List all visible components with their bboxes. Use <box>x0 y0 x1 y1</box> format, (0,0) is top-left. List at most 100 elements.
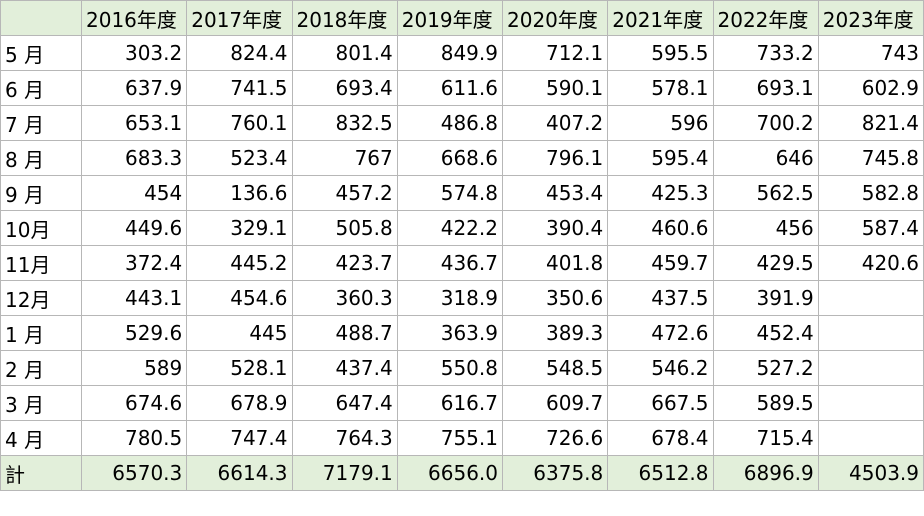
total-cell[interactable]: 6614.3 <box>186 455 293 491</box>
value-cell[interactable] <box>817 350 924 386</box>
value-cell[interactable]: 505.8 <box>291 210 398 246</box>
month-cell[interactable]: 10月 <box>0 210 82 246</box>
month-cell[interactable]: 9 月 <box>0 175 82 211</box>
value-cell[interactable]: 486.8 <box>396 105 504 141</box>
value-cell[interactable]: 436.7 <box>396 245 504 281</box>
header-cell[interactable]: 2017年度 <box>186 0 293 36</box>
total-cell[interactable]: 6570.3 <box>80 455 188 491</box>
value-cell[interactable]: 596 <box>607 105 714 141</box>
value-cell[interactable]: 589 <box>80 350 188 386</box>
value-cell[interactable]: 529.6 <box>80 315 188 351</box>
value-cell[interactable]: 445 <box>186 315 293 351</box>
value-cell[interactable]: 488.7 <box>291 315 398 351</box>
value-cell[interactable] <box>817 315 924 351</box>
month-cell[interactable]: 2 月 <box>0 350 82 386</box>
value-cell[interactable]: 454.6 <box>186 280 293 316</box>
value-cell[interactable]: 423.7 <box>291 245 398 281</box>
value-cell[interactable]: 715.4 <box>712 420 819 456</box>
value-cell[interactable]: 548.5 <box>501 350 609 386</box>
value-cell[interactable]: 743 <box>817 35 924 71</box>
total-cell[interactable]: 4503.9 <box>817 455 924 491</box>
value-cell[interactable]: 667.5 <box>607 385 714 421</box>
value-cell[interactable]: 562.5 <box>712 175 819 211</box>
value-cell[interactable]: 389.3 <box>501 315 609 351</box>
month-cell[interactable]: 11月 <box>0 245 82 281</box>
month-cell[interactable]: 8 月 <box>0 140 82 176</box>
value-cell[interactable]: 616.7 <box>396 385 504 421</box>
value-cell[interactable]: 849.9 <box>396 35 504 71</box>
value-cell[interactable]: 745.8 <box>817 140 924 176</box>
value-cell[interactable]: 303.2 <box>80 35 188 71</box>
total-cell[interactable]: 7179.1 <box>291 455 398 491</box>
value-cell[interactable]: 574.8 <box>396 175 504 211</box>
value-cell[interactable]: 582.8 <box>817 175 924 211</box>
value-cell[interactable]: 693.4 <box>291 70 398 106</box>
value-cell[interactable]: 755.1 <box>396 420 504 456</box>
value-cell[interactable]: 587.4 <box>817 210 924 246</box>
value-cell[interactable]: 445.2 <box>186 245 293 281</box>
value-cell[interactable] <box>817 385 924 421</box>
header-cell[interactable]: 2023年度 <box>817 0 924 36</box>
month-cell[interactable]: 5 月 <box>0 35 82 71</box>
month-cell[interactable]: 7 月 <box>0 105 82 141</box>
value-cell[interactable]: 760.1 <box>186 105 293 141</box>
value-cell[interactable]: 678.4 <box>607 420 714 456</box>
value-cell[interactable]: 668.6 <box>396 140 504 176</box>
value-cell[interactable]: 422.2 <box>396 210 504 246</box>
value-cell[interactable] <box>817 420 924 456</box>
value-cell[interactable]: 637.9 <box>80 70 188 106</box>
value-cell[interactable]: 429.5 <box>712 245 819 281</box>
month-cell[interactable]: 4 月 <box>0 420 82 456</box>
value-cell[interactable]: 391.9 <box>712 280 819 316</box>
value-cell[interactable]: 457.2 <box>291 175 398 211</box>
value-cell[interactable]: 454 <box>80 175 188 211</box>
value-cell[interactable]: 472.6 <box>607 315 714 351</box>
value-cell[interactable]: 589.5 <box>712 385 819 421</box>
value-cell[interactable]: 780.5 <box>80 420 188 456</box>
header-cell[interactable]: 2020年度 <box>501 0 609 36</box>
value-cell[interactable]: 646 <box>712 140 819 176</box>
value-cell[interactable]: 832.5 <box>291 105 398 141</box>
value-cell[interactable]: 700.2 <box>712 105 819 141</box>
month-cell[interactable]: 12月 <box>0 280 82 316</box>
value-cell[interactable]: 420.6 <box>817 245 924 281</box>
value-cell[interactable]: 578.1 <box>607 70 714 106</box>
value-cell[interactable]: 821.4 <box>817 105 924 141</box>
month-cell[interactable]: 1 月 <box>0 315 82 351</box>
total-cell[interactable]: 6656.0 <box>396 455 504 491</box>
value-cell[interactable]: 401.8 <box>501 245 609 281</box>
value-cell[interactable]: 360.3 <box>291 280 398 316</box>
value-cell[interactable]: 678.9 <box>186 385 293 421</box>
value-cell[interactable]: 595.5 <box>607 35 714 71</box>
value-cell[interactable]: 449.6 <box>80 210 188 246</box>
value-cell[interactable]: 647.4 <box>291 385 398 421</box>
value-cell[interactable]: 459.7 <box>607 245 714 281</box>
value-cell[interactable]: 546.2 <box>607 350 714 386</box>
header-cell[interactable]: 2021年度 <box>607 0 714 36</box>
value-cell[interactable]: 609.7 <box>501 385 609 421</box>
value-cell[interactable]: 733.2 <box>712 35 819 71</box>
value-cell[interactable]: 523.4 <box>186 140 293 176</box>
value-cell[interactable]: 550.8 <box>396 350 504 386</box>
value-cell[interactable]: 595.4 <box>607 140 714 176</box>
value-cell[interactable]: 801.4 <box>291 35 398 71</box>
value-cell[interactable]: 767 <box>291 140 398 176</box>
value-cell[interactable]: 764.3 <box>291 420 398 456</box>
total-cell[interactable]: 6512.8 <box>607 455 714 491</box>
corner-cell[interactable] <box>0 0 82 36</box>
value-cell[interactable]: 363.9 <box>396 315 504 351</box>
value-cell[interactable]: 136.6 <box>186 175 293 211</box>
header-cell[interactable]: 2019年度 <box>396 0 504 36</box>
value-cell[interactable]: 452.4 <box>712 315 819 351</box>
value-cell[interactable]: 437.5 <box>607 280 714 316</box>
value-cell[interactable]: 796.1 <box>501 140 609 176</box>
value-cell[interactable]: 460.6 <box>607 210 714 246</box>
value-cell[interactable]: 318.9 <box>396 280 504 316</box>
value-cell[interactable]: 390.4 <box>501 210 609 246</box>
value-cell[interactable]: 712.1 <box>501 35 609 71</box>
value-cell[interactable]: 611.6 <box>396 70 504 106</box>
value-cell[interactable]: 453.4 <box>501 175 609 211</box>
value-cell[interactable]: 527.2 <box>712 350 819 386</box>
value-cell[interactable]: 372.4 <box>80 245 188 281</box>
value-cell[interactable] <box>817 280 924 316</box>
